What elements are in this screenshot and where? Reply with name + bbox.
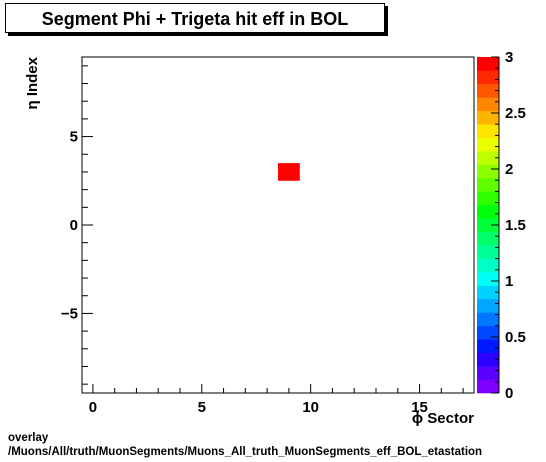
colorbar-segment [477,204,499,219]
colorbar-segment [477,151,499,165]
y-axis: −5 0 5 [61,65,93,385]
colorbar-segment [477,298,499,313]
colorbar-tick-label: 2 [505,161,513,178]
heatmap-cell [278,163,300,181]
colorbar-tick-label: 0 [505,385,513,402]
colorbar-tick-label: 0.5 [505,329,526,346]
footer-line-2: /Muons/All/truth/MuonSegments/Muons_All_… [8,446,483,458]
colorbar-segment [477,312,499,327]
colorbar-segment [477,352,499,367]
y-tick-label: 0 [70,217,78,234]
plot-area [81,56,475,394]
colorbar-segment [477,339,499,353]
colorbar-segment [477,97,499,112]
colorbar-segment [477,218,499,233]
x-axis-label: ϕ Sector [412,410,474,427]
x-tick-label: 15 [411,399,428,416]
colorbar-segment [477,177,499,192]
colorbar-segment [477,285,499,300]
colorbar-segment [477,245,499,259]
colorbar-tick-label: 2.5 [505,105,526,122]
footer-text: overlay /Muons/All/truth/MuonSegments/Mu… [8,431,482,459]
chart-title: Segment Phi + Trigeta hit eff in BOL [41,9,349,29]
y-axis-label: η Index [24,56,41,109]
colorbar-segment [477,83,499,98]
chart-title-box: Segment Phi + Trigeta hit eff in BOL [5,3,385,33]
footer-line-1: overlay [8,432,49,444]
colorbar-segment [477,258,499,273]
y-tick-label: 5 [70,129,78,146]
colorbar-tick-label: 3 [505,49,513,66]
colorbar-segment [477,366,499,380]
colorbar-segment [477,110,499,125]
colorbar-segment [477,70,499,85]
colorbar-tick-label: 1.5 [505,217,526,234]
x-tick-label: 0 [89,399,97,416]
colorbar-segment [477,272,499,286]
colorbar: 0 0.5 1 1.5 2 2.5 3 [477,49,526,402]
colorbar-segment [477,57,499,71]
heatmap-cells [278,163,300,181]
plot-frame [81,56,475,394]
colorbar-segment [477,379,499,394]
y-tick-label: −5 [61,305,78,322]
colorbar-segment [477,325,499,340]
colorbar-segment [477,124,499,138]
colorbar-tick-label: 1 [505,273,513,290]
x-axis: 0 5 10 15 [89,384,464,416]
x-tick-label: 5 [198,399,206,416]
colorbar-segment [477,164,499,179]
colorbar-segment [477,231,499,246]
x-tick-label: 10 [302,399,319,416]
colorbar-segment [477,191,499,206]
colorbar-segment [477,137,499,152]
